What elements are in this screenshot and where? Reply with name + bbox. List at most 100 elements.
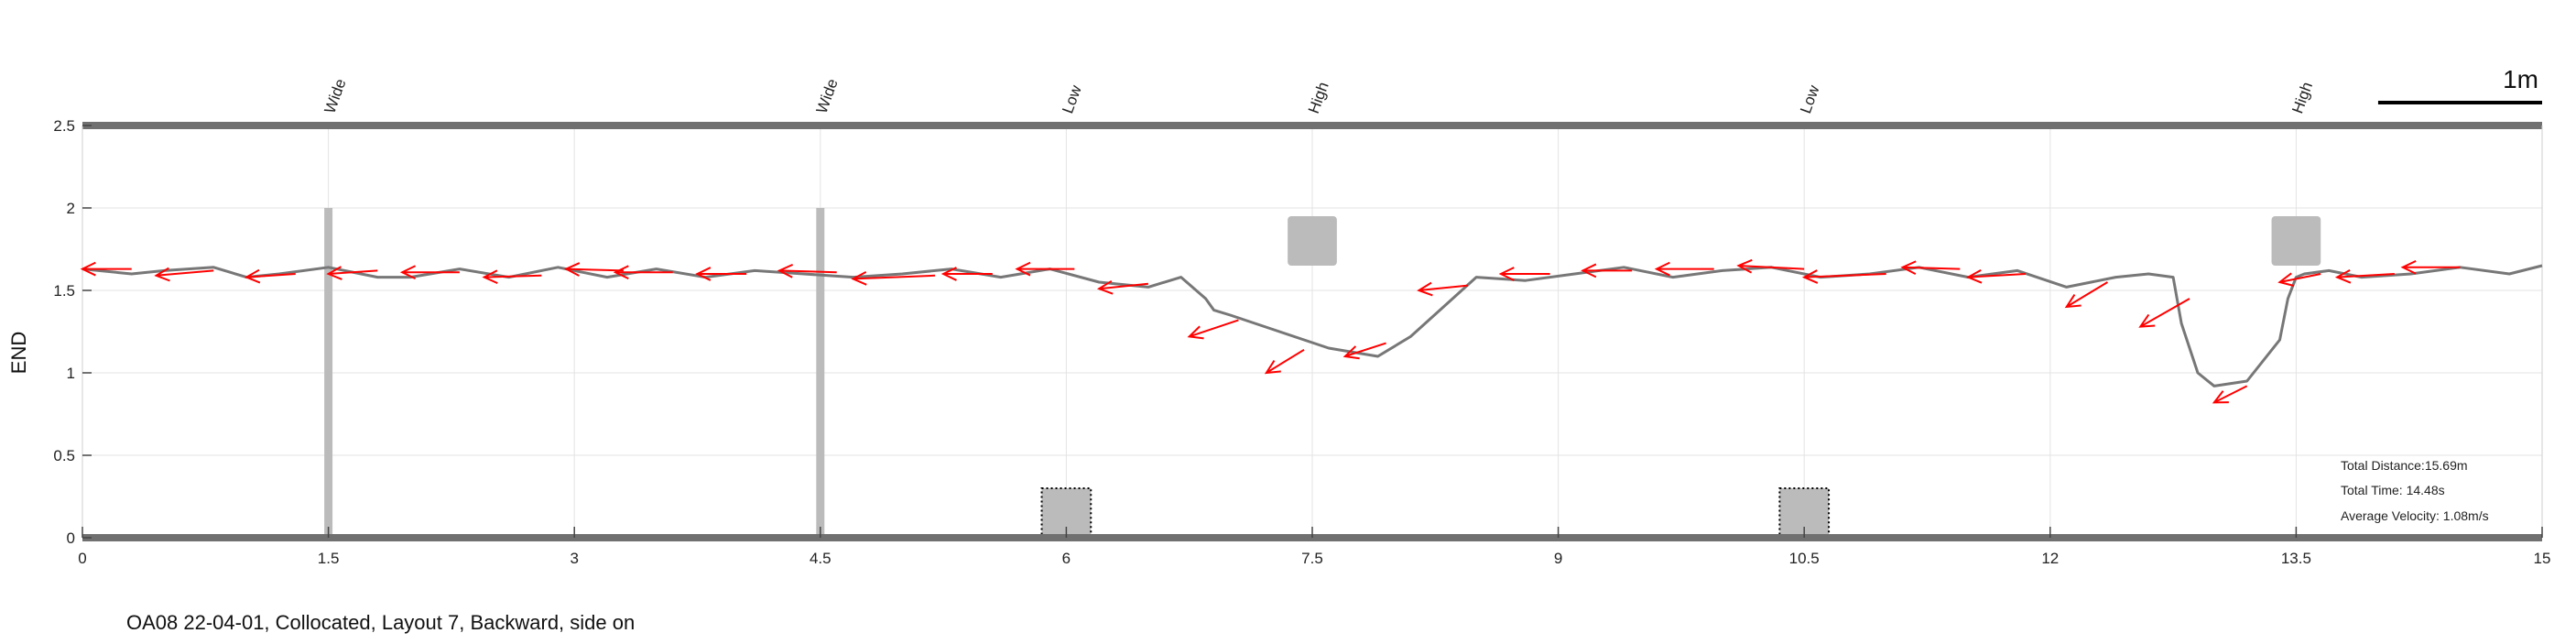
velocity-arrow-head: [2334, 268, 2352, 284]
velocity-arrow-shaft: [853, 274, 936, 280]
velocity-arrow-shaft: [1902, 266, 1961, 270]
velocity-arrow: [1015, 261, 1075, 277]
obstacle-label: Wide: [813, 76, 842, 115]
velocity-arrow-head: [1187, 325, 1204, 340]
x-tick-label: 3: [570, 550, 578, 567]
velocity-arrow-shaft: [2337, 273, 2395, 278]
velocity-arrow-head: [399, 265, 417, 280]
velocity-arrow-head: [851, 270, 867, 286]
x-tick-label: 4.5: [810, 550, 831, 567]
velocity-arrow-head: [1264, 360, 1281, 375]
y-tick-label: 2.5: [53, 117, 75, 135]
velocity-arrow: [1096, 279, 1149, 295]
velocity-arrow: [2400, 259, 2461, 275]
stat-total-distance: Total Distance:15.69m: [2341, 458, 2468, 473]
trajectory-path: [82, 264, 2543, 387]
x-tick-label: 15: [2534, 550, 2551, 567]
velocity-arrow-head: [1417, 281, 1433, 297]
velocity-arrow-head: [2212, 390, 2229, 404]
velocity-arrow-head: [154, 267, 170, 282]
x-tick-label: 0: [78, 550, 86, 567]
velocity-arrow-head: [2064, 294, 2081, 309]
velocity-arrow: [482, 269, 542, 285]
stats-panel: Total Distance:15.69m Total Time: 14.48s…: [2341, 458, 2489, 523]
obstacle-label: High: [1305, 80, 1332, 115]
velocity-arrow: [1498, 267, 1550, 281]
grid-lines: [82, 125, 2543, 539]
velocity-arrow: [399, 265, 460, 280]
velocity-arrow: [1264, 348, 1305, 375]
velocity-arrow-head: [2400, 259, 2417, 275]
velocity-arrow: [2334, 268, 2395, 284]
velocity-arrow-head: [1736, 258, 1753, 274]
velocity-arrow-shaft: [1266, 348, 1305, 374]
velocity-arrow-head: [1581, 263, 1597, 278]
obstacle-label: Low: [1059, 82, 1085, 115]
velocity-arrow-shaft: [566, 267, 624, 272]
velocity-arrow-shaft: [1968, 273, 2026, 278]
velocity-arrow: [2277, 272, 2321, 287]
velocity-arrow-shaft: [2279, 273, 2321, 283]
velocity-arrow: [613, 265, 673, 280]
velocity-arrow-shaft: [245, 273, 296, 278]
x-tick-label: 6: [1062, 550, 1071, 567]
x-tick-label: 13.5: [2281, 550, 2311, 567]
velocity-arrow: [2138, 298, 2190, 328]
velocity-arrow: [1801, 269, 1886, 284]
velocity-arrow-head: [2277, 272, 2295, 287]
y-tick-label: 1: [67, 365, 75, 382]
velocity-arrow: [1342, 342, 1386, 360]
velocity-arrow: [1654, 261, 1714, 277]
velocity-arrow-head: [1801, 269, 1819, 284]
velocity-arrow-shaft: [1804, 273, 1886, 278]
obstacle-label: High: [2288, 80, 2316, 115]
stat-average-velocity: Average Velocity: 1.08m/s: [2341, 508, 2489, 523]
velocity-arrow-head: [940, 267, 957, 281]
obstacle-box: [1288, 216, 1337, 266]
obstacle-box: [2271, 216, 2321, 266]
y-tick-label: 2: [67, 200, 75, 217]
velocity-arrow: [1417, 281, 1469, 297]
velocity-arrow-head: [2138, 313, 2156, 328]
scale-bar: 1m: [2377, 65, 2542, 104]
velocity-arrow: [695, 267, 747, 281]
velocity-arrow-shaft: [484, 274, 542, 278]
x-tick-label: 10.5: [1789, 550, 1820, 567]
velocity-arrow-shaft: [2066, 281, 2108, 308]
velocity-arrows: [80, 258, 2461, 404]
velocity-arrow: [1900, 260, 1961, 276]
velocity-arrow: [2212, 385, 2248, 404]
velocity-arrow-shaft: [328, 269, 378, 275]
velocity-arrow: [563, 262, 624, 277]
y-tick-label: 0: [67, 529, 75, 547]
velocity-arrow: [154, 267, 214, 282]
x-tick-label: 12: [2041, 550, 2059, 567]
velocity-arrow-head: [1498, 267, 1515, 281]
velocity-arrow: [1187, 319, 1239, 340]
y-tick-label: 1.5: [53, 282, 75, 300]
velocity-arrow: [940, 267, 993, 281]
velocity-arrow: [1965, 268, 2026, 284]
velocity-arrow-shaft: [2139, 298, 2190, 328]
obstacle-bar: [816, 208, 825, 538]
scale-bar-label: 1m: [2503, 65, 2538, 93]
velocity-arrow: [851, 270, 936, 286]
velocity-arrow-head: [695, 267, 712, 281]
velocity-arrow-head: [244, 268, 261, 284]
velocity-arrow-head: [1965, 268, 1983, 284]
velocity-arrow-head: [1900, 260, 1917, 276]
velocity-arrow-head: [1096, 279, 1114, 295]
velocity-arrow: [326, 266, 378, 280]
velocity-arrow-head: [1342, 345, 1360, 360]
velocity-arrow-shaft: [1344, 342, 1386, 357]
x-tick-label: 1.5: [318, 550, 340, 567]
obstacle-label: Wide: [321, 76, 350, 115]
velocity-arrow-shaft: [1418, 284, 1469, 291]
figure-caption: OA08 22-04-01, Collocated, Layout 7, Bac…: [126, 611, 635, 634]
velocity-arrow: [777, 263, 837, 278]
velocity-arrow-head: [482, 269, 498, 285]
velocity-arrow: [244, 268, 296, 284]
velocity-arrow-head: [1015, 261, 1031, 277]
velocity-arrow-head: [563, 262, 581, 277]
